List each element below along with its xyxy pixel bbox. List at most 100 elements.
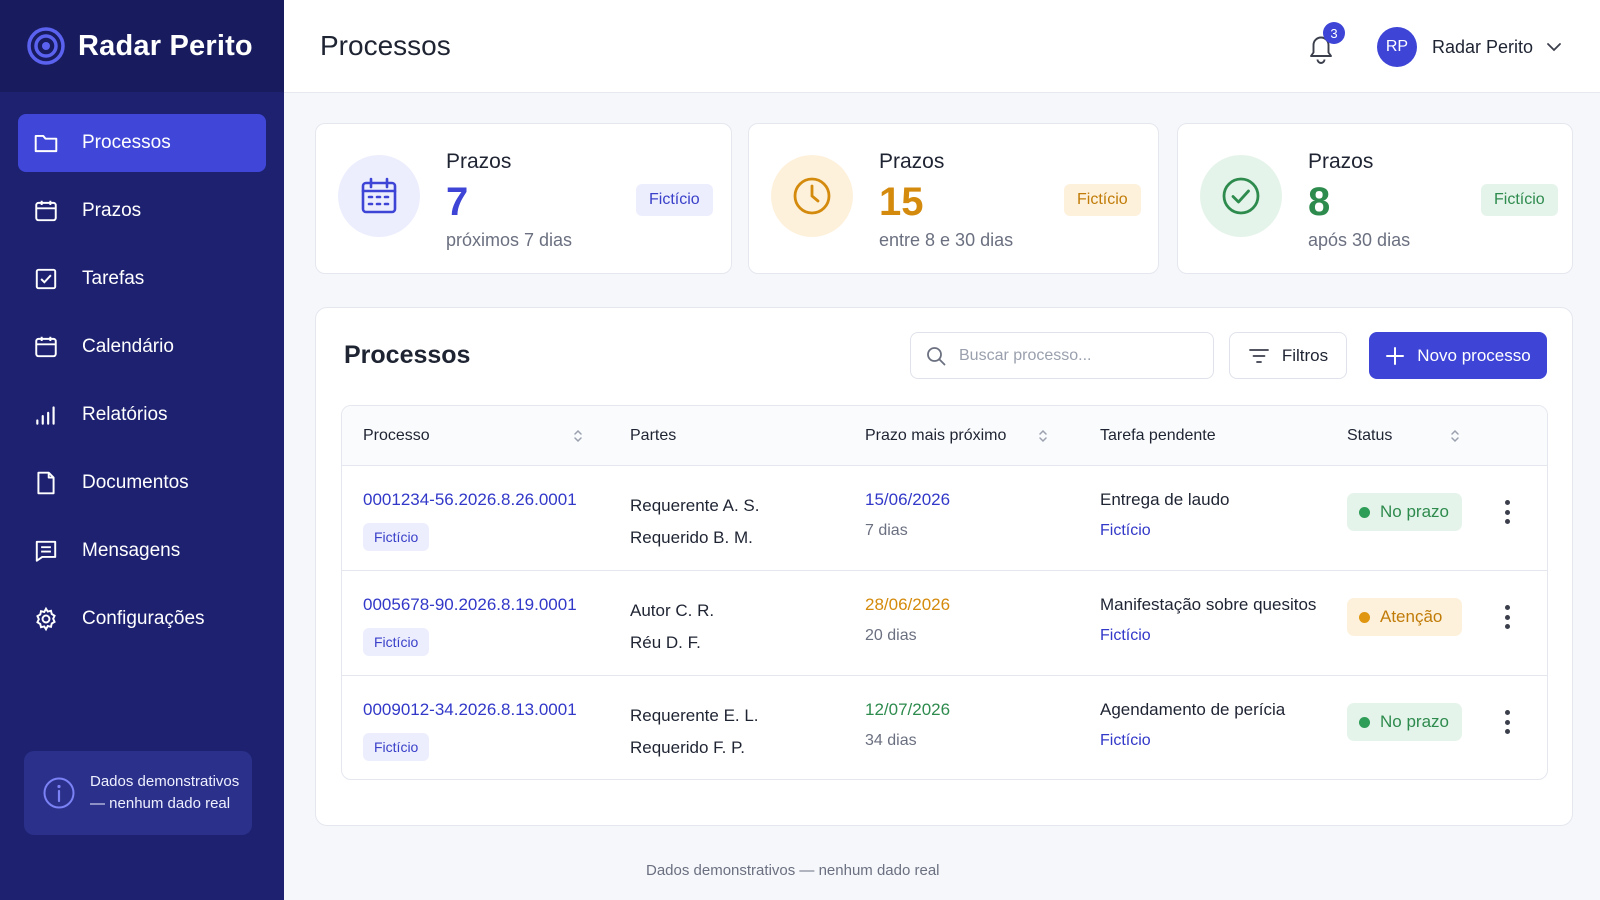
sort-icon[interactable] — [1036, 428, 1050, 444]
process-number-link[interactable]: 0005678-90.2026.8.19.0001 — [363, 595, 577, 614]
column-header-status[interactable]: Status — [1347, 427, 1393, 444]
ficticio-tag: Fictício — [363, 628, 430, 656]
status-label: Atenção — [1380, 607, 1443, 626]
notification-badge: 3 — [1323, 22, 1345, 44]
row-menu-button[interactable] — [1497, 603, 1517, 631]
status-label: No prazo — [1380, 502, 1449, 521]
status-badge: Atenção — [1347, 598, 1462, 636]
info-icon — [43, 777, 75, 809]
stat-card-7-days: Prazos 7 próximos 7 dias Fictício — [315, 123, 732, 274]
status-label: No prazo — [1380, 712, 1449, 731]
process-number-link[interactable]: 0009012-34.2026.8.13.0001 — [363, 700, 577, 719]
notifications-button[interactable]: 3 — [1304, 22, 1345, 66]
sidebar-item-label: Tarefas — [82, 268, 145, 289]
sidebar-item-label: Relatórios — [82, 404, 168, 425]
parties-cell: Requerente A. S. Requerido B. M. — [630, 496, 760, 547]
status-badge: No prazo — [1347, 703, 1462, 741]
chevron-down-icon[interactable] — [1545, 38, 1563, 56]
parties-cell: Requerente E. L. Requerido F. P. — [630, 706, 759, 757]
plus-icon — [1386, 346, 1405, 365]
table-row[interactable]: 0009012-34.2026.8.13.0001 Fictício Reque… — [342, 676, 1547, 779]
sidebar-item-relatorios[interactable]: Relatórios — [18, 386, 266, 444]
filter-icon — [1248, 348, 1269, 363]
sidebar-item-processos[interactable]: Processos — [18, 114, 266, 172]
deadline-days: 7 dias — [865, 522, 908, 539]
sidebar-item-label: Calendário — [82, 336, 174, 357]
demo-notice-text: Dados demonstrativos — nenhum dado real — [90, 773, 240, 812]
user-name[interactable]: Radar Perito — [1432, 37, 1534, 57]
processes-table: Processo Partes Prazo mais próximo Taref… — [341, 405, 1548, 780]
sidebar-item-mensagens[interactable]: Mensagens — [18, 522, 266, 580]
filters-button[interactable]: Filtros — [1229, 332, 1347, 379]
sidebar-item-label: Prazos — [82, 200, 142, 221]
ficticio-tag: Fictício — [363, 733, 430, 761]
ficticio-tag: Fictício — [363, 523, 430, 551]
sidebar-item-calendario[interactable]: Calendário — [18, 318, 266, 376]
topbar: Processos 3 RP Radar Perito — [284, 0, 1600, 93]
footer-note-text: Dados demonstrativos — nenhum dado real — [646, 862, 940, 879]
radar-logo-icon — [27, 27, 65, 65]
stat-icon-wrap — [338, 155, 420, 237]
sidebar: Radar Perito Processos Prazos Tarefas Ca… — [0, 0, 284, 900]
status-dot — [1359, 611, 1370, 623]
calendar-icon — [361, 177, 397, 214]
pending-task-tag: Fictício — [1100, 732, 1151, 749]
sidebar-item-label: Documentos — [82, 472, 189, 493]
stat-label: Prazos — [446, 150, 512, 173]
bar-chart-icon — [32, 401, 60, 429]
search-input[interactable] — [959, 346, 1199, 365]
stat-value: 7 — [446, 180, 469, 224]
deadline-date: 12/07/2026 — [865, 700, 951, 719]
pending-task: Manifestação sobre quesitos — [1100, 595, 1317, 614]
sidebar-item-label: Processos — [82, 132, 171, 153]
sort-icon[interactable] — [571, 428, 585, 444]
search-icon — [927, 346, 946, 365]
filters-label: Filtros — [1281, 345, 1329, 365]
sort-icon[interactable] — [1448, 428, 1462, 444]
table-row[interactable]: 0001234-56.2026.8.26.0001 Fictício Reque… — [342, 466, 1547, 571]
panel-title: Processos — [344, 341, 471, 369]
sidebar-item-configuracoes[interactable]: Configurações — [18, 590, 266, 648]
sidebar-item-tarefas[interactable]: Tarefas — [18, 250, 266, 308]
new-process-label: Novo processo — [1417, 345, 1531, 365]
stat-value: 15 — [879, 180, 924, 224]
row-menu-button[interactable] — [1497, 498, 1517, 526]
new-process-button[interactable]: Novo processo — [1369, 332, 1547, 379]
column-header-prazo[interactable]: Prazo mais próximo — [865, 427, 1007, 444]
search-box[interactable] — [910, 332, 1214, 379]
status-dot — [1359, 506, 1370, 518]
stat-card-8-30-days: Prazos 15 entre 8 e 30 dias Fictício — [748, 123, 1159, 274]
row-menu-button[interactable] — [1497, 708, 1517, 736]
stat-value: 8 — [1308, 180, 1331, 224]
deadline-days: 20 dias — [865, 627, 917, 644]
stat-subtitle: após 30 dias — [1308, 230, 1411, 250]
column-header-tarefa: Tarefa pendente — [1100, 427, 1216, 444]
stat-subtitle: próximos 7 dias — [446, 230, 573, 250]
stat-card-after-30-days: Prazos 8 após 30 dias Fictício — [1177, 123, 1573, 274]
table-row[interactable]: 0005678-90.2026.8.19.0001 Fictício Autor… — [342, 571, 1547, 676]
ficticio-tag: Fictício — [1481, 184, 1558, 216]
avatar[interactable]: RP — [1377, 27, 1417, 67]
sidebar-item-documentos[interactable]: Documentos — [18, 454, 266, 512]
pending-task: Entrega de laudo — [1100, 490, 1230, 509]
stat-icon-wrap — [1200, 155, 1282, 237]
status-badge: No prazo — [1347, 493, 1462, 531]
check-circle-icon — [1222, 177, 1260, 215]
column-header-processo[interactable]: Processo — [363, 427, 430, 444]
processes-panel: Processos Filtros Novo processo Processo… — [315, 307, 1573, 826]
ficticio-tag: Fictício — [1064, 184, 1141, 216]
deadline-days: 34 dias — [865, 732, 917, 749]
document-icon — [32, 469, 60, 497]
pending-task-tag: Fictício — [1100, 522, 1151, 539]
calendar-icon — [32, 197, 60, 225]
sidebar-nav: Processos Prazos Tarefas Calendário Rela… — [0, 92, 284, 648]
column-header-partes: Partes — [630, 427, 677, 444]
clock-icon — [793, 177, 831, 215]
brand[interactable]: Radar Perito — [0, 0, 284, 92]
demo-notice: Dados demonstrativos — nenhum dado real — [24, 751, 252, 835]
brand-name: Radar Perito — [78, 29, 253, 62]
pending-task-tag: Fictício — [1100, 627, 1151, 644]
table-header: Processo Partes Prazo mais próximo Taref… — [342, 406, 1547, 466]
process-number-link[interactable]: 0001234-56.2026.8.26.0001 — [363, 490, 577, 509]
sidebar-item-prazos[interactable]: Prazos — [18, 182, 266, 240]
